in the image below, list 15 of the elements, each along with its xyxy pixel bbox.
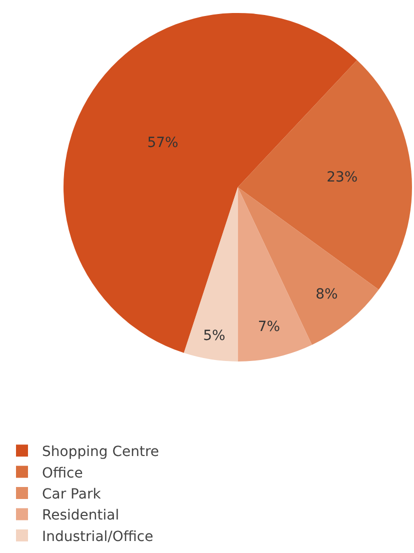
pie-slice [238,187,379,345]
data-label: 57% [147,134,178,151]
pie-slice [238,187,312,362]
pie-slice [238,60,412,290]
legend-label: Shopping Centre [42,444,160,460]
pie-slice [64,12,358,353]
data-label: 23% [326,169,358,186]
pie-slice [184,187,238,362]
data-label: 8% [316,286,338,303]
legend-label: Residential [42,508,120,524]
data-label: 5% [203,328,226,344]
legend-label: Office [42,465,83,482]
legend-label: Car Park [42,486,102,502]
data-label: 7% [258,318,280,335]
legend-label: Industrial/Office [42,528,154,545]
